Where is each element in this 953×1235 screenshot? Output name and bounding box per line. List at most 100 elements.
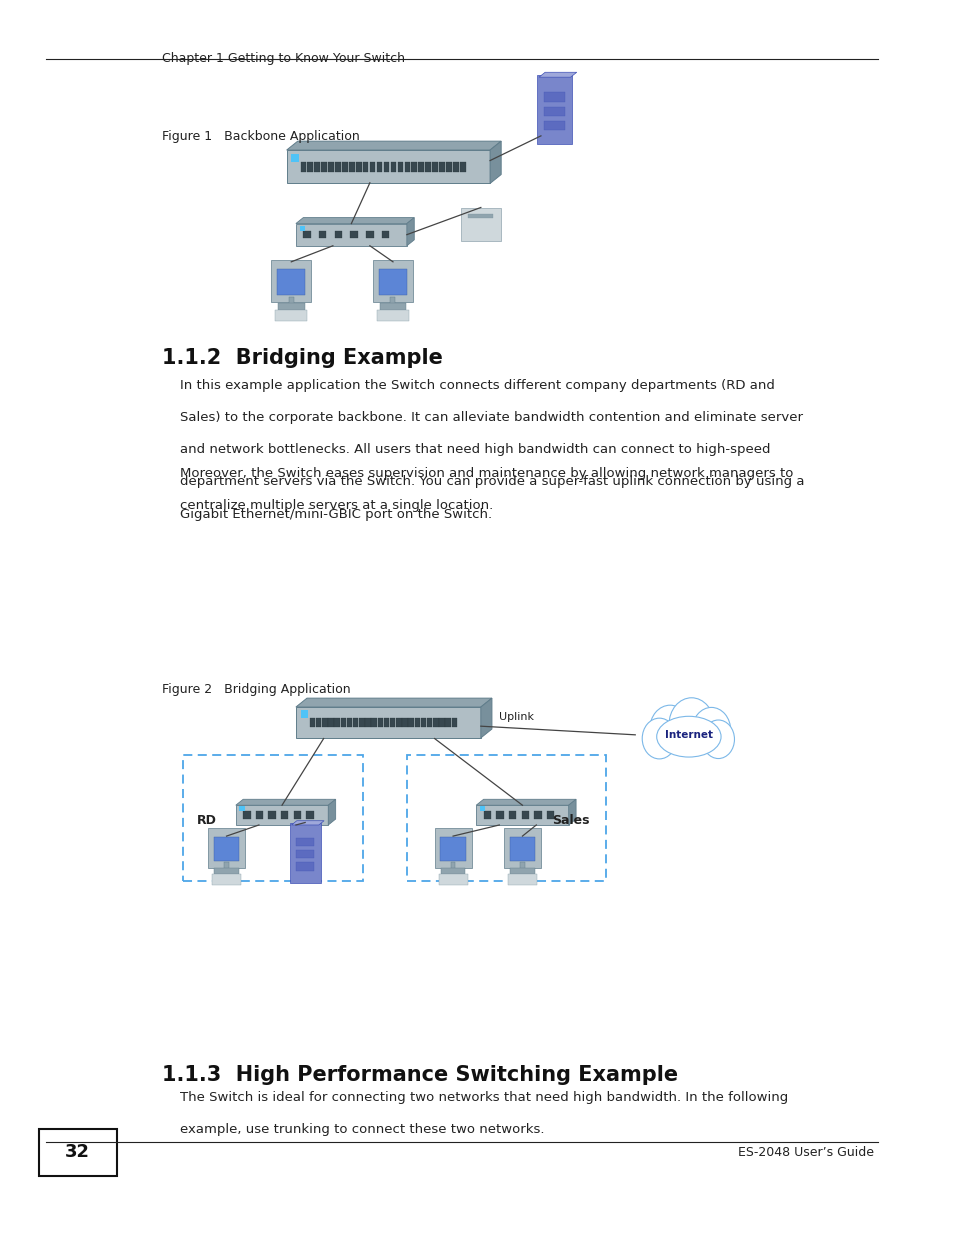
Text: Figure 2   Bridging Application: Figure 2 Bridging Application bbox=[162, 683, 350, 697]
Bar bbox=[300, 710, 308, 718]
Text: Sales) to the corporate backbone. It can alleviate bandwidth contention and elim: Sales) to the corporate backbone. It can… bbox=[180, 411, 802, 425]
Polygon shape bbox=[480, 698, 492, 739]
Polygon shape bbox=[476, 799, 576, 805]
FancyBboxPatch shape bbox=[435, 829, 471, 867]
FancyBboxPatch shape bbox=[510, 868, 534, 874]
Bar bbox=[300, 162, 306, 172]
Bar bbox=[381, 231, 389, 238]
Bar bbox=[377, 718, 383, 727]
Bar bbox=[425, 162, 431, 172]
Bar bbox=[391, 162, 395, 172]
Bar bbox=[355, 162, 361, 172]
Bar bbox=[366, 231, 374, 238]
FancyBboxPatch shape bbox=[213, 836, 239, 861]
Text: 32: 32 bbox=[65, 1144, 91, 1161]
Polygon shape bbox=[538, 73, 577, 77]
Text: Internet: Internet bbox=[664, 730, 712, 740]
Bar bbox=[483, 811, 491, 819]
Bar bbox=[420, 718, 426, 727]
Bar bbox=[224, 862, 229, 871]
Bar bbox=[390, 296, 395, 305]
Text: 1.1.3  High Performance Switching Example: 1.1.3 High Performance Switching Example bbox=[162, 1065, 678, 1084]
Bar bbox=[438, 718, 444, 727]
Bar bbox=[303, 231, 311, 238]
Bar bbox=[362, 162, 368, 172]
FancyBboxPatch shape bbox=[503, 829, 540, 867]
Bar bbox=[519, 862, 524, 871]
FancyBboxPatch shape bbox=[277, 304, 304, 310]
Polygon shape bbox=[328, 799, 335, 825]
Bar bbox=[318, 231, 326, 238]
Bar bbox=[306, 811, 314, 819]
Polygon shape bbox=[235, 799, 335, 805]
Bar bbox=[546, 811, 554, 819]
Bar bbox=[342, 162, 347, 172]
FancyBboxPatch shape bbox=[275, 310, 307, 321]
FancyBboxPatch shape bbox=[376, 310, 409, 321]
Polygon shape bbox=[490, 141, 500, 184]
Bar bbox=[418, 162, 423, 172]
Bar bbox=[446, 162, 451, 172]
Ellipse shape bbox=[649, 705, 690, 753]
Bar bbox=[315, 718, 321, 727]
Bar bbox=[268, 811, 275, 819]
Bar bbox=[508, 811, 516, 819]
Bar bbox=[365, 718, 371, 727]
Bar bbox=[402, 718, 407, 727]
FancyBboxPatch shape bbox=[440, 868, 465, 874]
Text: example, use trunking to connect these two networks.: example, use trunking to connect these t… bbox=[180, 1123, 544, 1136]
Polygon shape bbox=[406, 217, 414, 246]
Bar bbox=[314, 162, 319, 172]
Bar bbox=[340, 718, 346, 727]
Bar bbox=[346, 718, 352, 727]
Bar bbox=[295, 850, 314, 858]
Bar bbox=[544, 93, 565, 101]
FancyBboxPatch shape bbox=[439, 836, 465, 861]
Polygon shape bbox=[295, 698, 492, 706]
Text: Sales: Sales bbox=[552, 814, 589, 826]
Polygon shape bbox=[286, 141, 500, 151]
FancyBboxPatch shape bbox=[208, 829, 245, 867]
Bar bbox=[459, 162, 465, 172]
Bar bbox=[432, 162, 437, 172]
Bar bbox=[335, 162, 340, 172]
Ellipse shape bbox=[691, 708, 730, 753]
Polygon shape bbox=[286, 151, 490, 184]
Bar bbox=[408, 718, 414, 727]
Bar bbox=[445, 718, 451, 727]
Bar bbox=[239, 806, 245, 811]
Bar bbox=[321, 162, 327, 172]
Bar bbox=[534, 811, 541, 819]
Text: RD: RD bbox=[196, 814, 216, 826]
Bar bbox=[544, 106, 565, 116]
FancyBboxPatch shape bbox=[507, 874, 537, 884]
Bar bbox=[291, 154, 298, 162]
FancyBboxPatch shape bbox=[271, 259, 311, 303]
Bar bbox=[426, 718, 432, 727]
Bar bbox=[295, 839, 314, 846]
Bar bbox=[295, 862, 314, 871]
FancyBboxPatch shape bbox=[39, 1129, 117, 1176]
FancyBboxPatch shape bbox=[373, 259, 413, 303]
Bar bbox=[397, 162, 403, 172]
Bar bbox=[411, 162, 416, 172]
Ellipse shape bbox=[656, 716, 720, 757]
FancyBboxPatch shape bbox=[212, 874, 241, 884]
Bar bbox=[307, 162, 313, 172]
Polygon shape bbox=[568, 799, 576, 825]
Polygon shape bbox=[295, 706, 480, 739]
Bar bbox=[370, 162, 375, 172]
FancyBboxPatch shape bbox=[214, 868, 238, 874]
Bar bbox=[544, 121, 565, 130]
Text: ES-2048 User’s Guide: ES-2048 User’s Guide bbox=[737, 1146, 873, 1158]
Text: 1.1.2  Bridging Example: 1.1.2 Bridging Example bbox=[162, 348, 442, 368]
Text: department servers via the Switch. You can provide a super-fast uplink connectio: department servers via the Switch. You c… bbox=[180, 475, 804, 489]
Bar bbox=[479, 806, 485, 811]
Bar bbox=[335, 718, 339, 727]
Ellipse shape bbox=[668, 698, 714, 751]
Polygon shape bbox=[235, 805, 328, 825]
FancyBboxPatch shape bbox=[276, 269, 305, 295]
Bar bbox=[496, 811, 503, 819]
Ellipse shape bbox=[641, 719, 676, 758]
Bar bbox=[451, 718, 456, 727]
